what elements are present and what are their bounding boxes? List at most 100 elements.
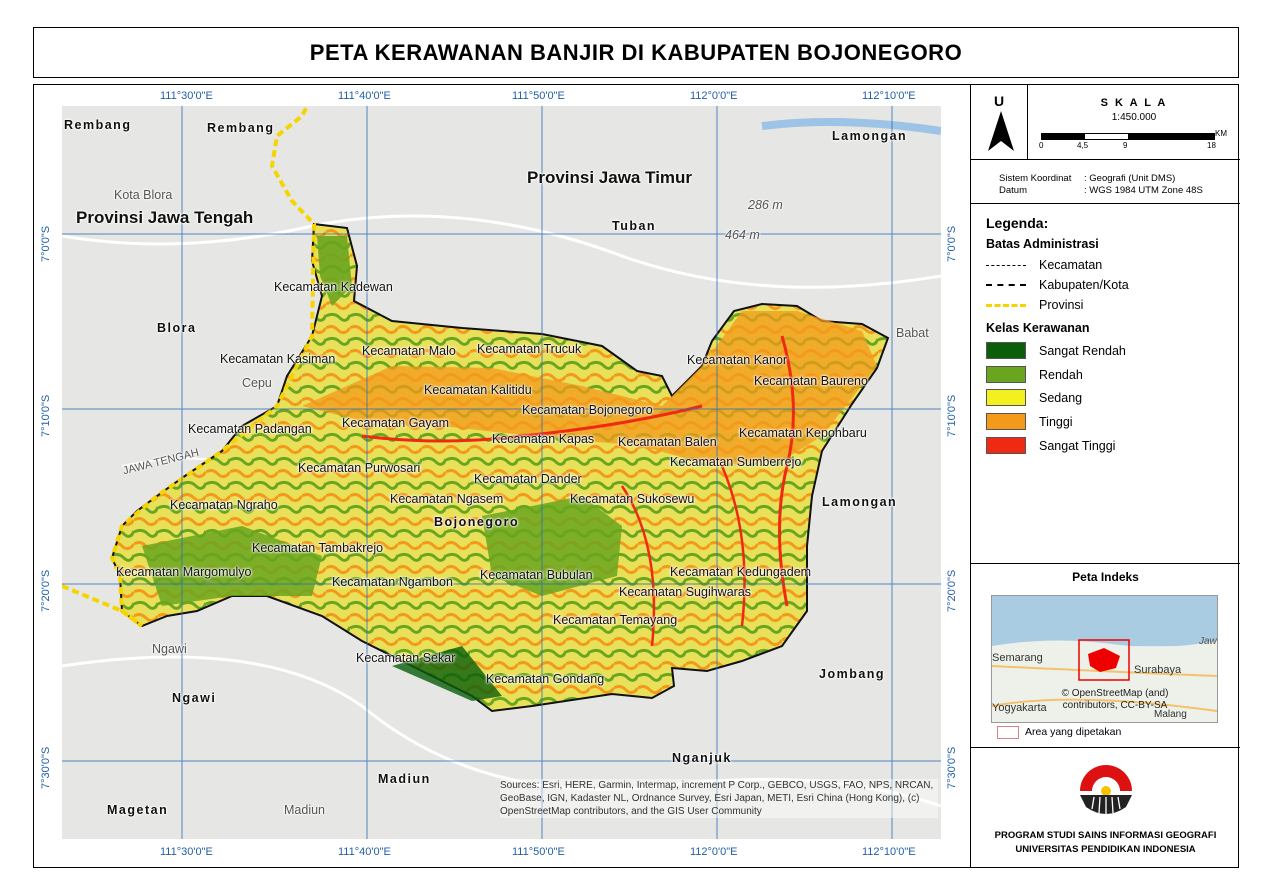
label-286m: 286 m [748,198,783,212]
label-kec-kalitidu: Kecamatan Kalitidu [424,383,532,397]
scale-ratio: 1:450.000 [1111,112,1157,123]
label-rembang-2: Rembang [207,121,275,135]
scale-bar [1041,133,1215,140]
coord-bottom-5: 112°10'0"E [862,846,916,858]
label-kec-dander: Kecamatan Dander [474,472,582,486]
index-map-credit: © OpenStreetMap (and) contributors, CC-B… [1061,688,1169,711]
crs-label-2: Datum [999,185,1027,196]
label-kec-ngraho: Kecamatan Ngraho [170,498,278,512]
institution-section: PROGRAM STUDI SAINS INFORMASI GEOGRAFI U… [971,747,1240,868]
legend-admin-kecamatan: Kecamatan [986,258,1102,272]
map-area[interactable]: Provinsi Jawa Timur Provinsi Jawa Tengah… [62,106,941,839]
label-magetan: Magetan [107,803,169,817]
scale-tick-2: 9 [1123,141,1128,150]
label-kec-kedungadem: Kecamatan Kedungadem [670,565,812,579]
coord-top-4: 112°0'0"E [690,90,738,102]
legend-title: Legenda: [986,215,1049,231]
label-kota-blora: Kota Blora [114,188,173,202]
legend-section: Legenda: Batas Administrasi Kecamatan Ka… [971,203,1240,564]
coord-top-2: 111°40'0"E [338,90,391,102]
legend-class-rendah: Rendah [986,366,1083,383]
label-rembang-1: Rembang [64,118,132,132]
coord-left-3: 7°20'0"S [40,569,52,612]
label-kec-padangan: Kecamatan Padangan [188,422,312,436]
label-kec-ngasem: Kecamatan Ngasem [390,492,504,506]
label-cepu: Cepu [242,376,272,390]
legend-class-title: Kelas Kerawanan [986,321,1090,335]
north-letter: U [994,93,1005,109]
crs-value-2: : WGS 1984 UTM Zone 48S [1084,185,1203,196]
label-kec-gayam: Kecamatan Gayam [342,416,449,430]
legend-admin-kabupaten: Kabupaten/Kota [986,278,1129,292]
scale-tick-0: 0 [1039,141,1044,150]
label-kec-margomulyo: Kecamatan Margomulyo [116,565,252,579]
label-kec-kepohbaru: Kecamatan Kepohbaru [739,426,867,440]
legend-class-sedang: Sedang [986,389,1082,406]
label-kec-sukosewu: Kecamatan Sukosewu [570,492,695,506]
label-nganjuk: Nganjuk [672,751,732,765]
coord-top-3: 111°50'0"E [512,90,565,102]
label-ngawi-town: Ngawi [152,642,187,656]
label-kec-balen: Kecamatan Balen [618,435,717,449]
label-babat: Babat [896,326,929,340]
label-kec-ngambon: Kecamatan Ngambon [332,575,453,589]
index-area-label: Area yang dipetakan [1025,726,1122,738]
legend-admin-title: Batas Administrasi [986,237,1099,251]
label-kec-purwosari: Kecamatan Purwosari [298,461,421,475]
coord-right-3: 7°20'0"S [946,569,958,612]
label-jawa-tengah: Provinsi Jawa Tengah [76,208,254,227]
label-kec-sugihwaras: Kecamatan Sugihwaras [619,585,752,599]
coord-bottom-3: 111°50'0"E [512,846,565,858]
coord-bottom-4: 112°0'0"E [690,846,738,858]
index-map-title: Peta Indeks [1072,570,1139,584]
institution-line-2: UNIVERSITAS PENDIDIKAN INDONESIA [1015,844,1196,855]
title-box: PETA KERAWANAN BANJIR DI KABUPATEN BOJON… [33,27,1239,78]
label-bojonegoro: Bojonegoro [434,515,520,529]
scale-tick-1: 4,5 [1077,141,1089,150]
index-map-section: Peta Indeks Semarang Surabaya Yogyakarta… [971,563,1240,748]
label-lamongan-1: Lamongan [832,129,908,143]
university-logo-icon [1080,765,1132,815]
label-lamongan-2: Lamongan [822,495,898,509]
scale-tick-3: 18 [1207,141,1216,150]
label-kec-bubulan: Kecamatan Bubulan [480,568,593,582]
label-kec-kasiman: Kecamatan Kasiman [220,352,336,366]
coord-left-1: 7°0'0"S [40,225,52,262]
label-kec-kadewan: Kecamatan Kadewan [274,280,393,294]
coord-right-2: 7°10'0"S [946,394,958,437]
label-kec-kapas: Kecamatan Kapas [492,432,595,446]
coord-left-2: 7°10'0"S [40,394,52,437]
index-area-swatch [997,726,1019,739]
legend-admin-provinsi: Provinsi [986,298,1083,312]
label-kec-kanor: Kecamatan Kanor [687,353,788,367]
label-kec-bojonegoro: Kecamatan Bojonegoro [522,403,653,417]
map-canvas [62,106,941,839]
coord-top-1: 111°30'0"E [160,90,213,102]
crs-section: Sistem Koordinat : Geografi (Unit DMS) D… [971,159,1240,204]
side-panel: U S K A L A 1:450.000 0 4,5 9 18 KM Sist… [970,84,1240,868]
legend-class-sangat-tinggi: Sangat Tinggi [986,437,1115,454]
index-map-canvas[interactable]: Semarang Surabaya Yogyakarta Malang Jaw … [991,595,1218,723]
coord-right-1: 7°0'0"S [946,225,958,262]
label-ngawi: Ngawi [172,691,217,705]
label-madiun-town: Madiun [284,803,325,817]
coord-bottom-1: 111°30'0"E [160,846,213,858]
map-title: PETA KERAWANAN BANJIR DI KABUPATEN BOJON… [309,39,963,65]
label-jombang: Jombang [819,667,886,681]
label-kec-baureno: Kecamatan Baureno [754,374,868,388]
label-jawa-timur: Provinsi Jawa Timur [527,168,693,187]
institution-line-1: PROGRAM STUDI SAINS INFORMASI GEOGRAFI [994,830,1217,841]
label-kec-malo: Kecamatan Malo [362,344,456,358]
coord-top-5: 112°10'0"E [862,90,916,102]
label-kec-temayang: Kecamatan Temayang [553,613,678,627]
label-464m: 464 m [725,228,760,242]
label-tuban: Tuban [612,219,657,233]
legend-class-tinggi: Tinggi [986,413,1073,430]
label-kec-tambakrejo: Kecamatan Tambakrejo [252,541,384,555]
label-kec-sekar: Kecamatan Sekar [356,651,456,665]
label-madiun: Madiun [378,772,431,786]
coord-left-4: 7°30'0"S [40,746,52,789]
north-arrow-icon [988,111,1014,151]
north-scale-section: U S K A L A 1:450.000 0 4,5 9 18 KM [971,84,1240,160]
scale-title: S K A L A [1100,97,1168,109]
